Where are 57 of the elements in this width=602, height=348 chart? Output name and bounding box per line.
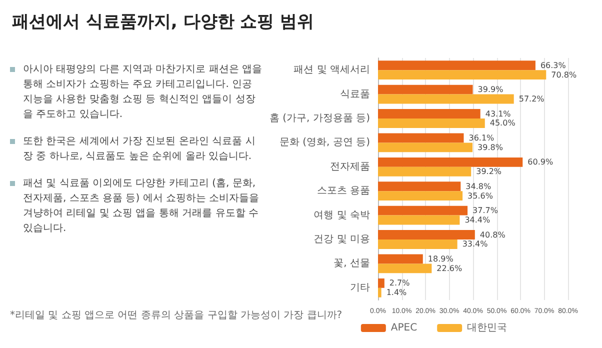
bar <box>378 60 536 70</box>
bar <box>378 157 523 167</box>
data-label: 70.8% <box>551 70 577 80</box>
bar <box>378 240 458 249</box>
bar <box>378 142 473 152</box>
legend-label: 대한민국 <box>467 322 508 334</box>
text: 패션 및 식료품 이외에도 다양한 카테고리 (홈, 문화, 전자제품, 스포츠 용품 등) 에서 쇼핑하는 소비자들을 겨냥하여 리테일 및 쇼핑 앱을 통해 거래를 유도할 수 있습니다. <box>23 177 260 236</box>
data-label: 35.6% <box>468 191 494 200</box>
data-label: 1.4% <box>386 288 408 298</box>
text: *리테일 및 쇼핑 앱으로 어떤 종류의 상품을 구입할 가능성이 가장 큽니까? <box>10 309 342 322</box>
data-label: 2.7% <box>389 278 410 288</box>
text: 또한 한국은 세계에서 가장 진보된 온라인 식료품 시장 중 하나로, 식료품도 높은 순위에 올라 있습니다. <box>23 135 256 164</box>
data-label: 34.4% <box>464 216 491 225</box>
data-label: 39.2% <box>476 167 502 176</box>
y-tick-label: 패션 및 액세서리 <box>294 64 370 76</box>
y-tick-label: 홈 (가구, 가정용품 등) <box>269 113 370 124</box>
data-label: 37.7% <box>472 206 498 216</box>
data-label: 18.9% <box>428 254 454 264</box>
data-label: 66.3% <box>540 60 566 70</box>
bar <box>378 215 460 225</box>
data-label: 39.9% <box>478 85 504 94</box>
data-label: 39.8% <box>478 142 504 152</box>
bar <box>378 191 463 201</box>
bar <box>378 230 475 240</box>
data-label: 34.8% <box>466 182 492 191</box>
bar <box>378 84 473 94</box>
bar <box>378 133 464 143</box>
bar <box>378 182 461 192</box>
legend-label: APEC <box>390 322 418 334</box>
bar <box>378 118 485 128</box>
data-label: 45.0% <box>490 118 516 128</box>
data-label: 43.1% <box>485 109 512 118</box>
y-tick-label: 전자제품 <box>330 161 370 172</box>
data-label: 40.8% <box>480 230 506 240</box>
y-tick-label: 기타 <box>350 282 370 294</box>
data-label: 36.1% <box>468 133 495 142</box>
bar <box>378 166 472 176</box>
text: 아시아 태평양의 다른 지역과 마찬가지로 패션은 앱을 통해 소비자가 쇼핑하는 주요 카테고리입니다. 인공 지능을 사용한 맞춤형 쇼핑 등 혁신적인 앱들이 성장을 주도하고 있습니다. <box>23 63 264 122</box>
bar <box>378 254 423 264</box>
y-tick-label: 건강 및 미용 <box>314 234 370 245</box>
y-tick-label: 식료품 <box>340 88 370 100</box>
bar <box>378 288 382 298</box>
y-tick-label: 여행 및 숙박 <box>314 210 370 221</box>
bar <box>378 278 384 288</box>
bar <box>378 206 468 216</box>
bar <box>378 70 546 80</box>
text: 패션에서 식료품까지, 다양한 쇼핑 범위 <box>12 11 314 33</box>
bar <box>378 264 432 274</box>
y-tick-label: 문화 (영화, 공연 등) <box>279 137 370 148</box>
data-label: 33.4% <box>462 240 488 249</box>
bar <box>378 109 480 118</box>
data-label: 60.9% <box>528 158 554 167</box>
y-tick-label: 꽃, 선물 <box>334 258 370 270</box>
y-tick-label: 스포츠 용품 <box>316 186 370 197</box>
data-label: 57.2% <box>518 94 545 104</box>
data-label: 22.6% <box>436 264 462 273</box>
bar <box>378 94 514 104</box>
